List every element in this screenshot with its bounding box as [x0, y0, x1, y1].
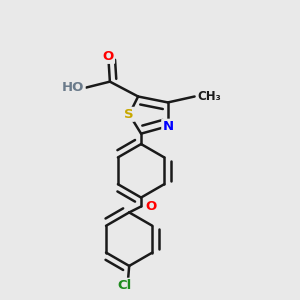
Text: O: O [103, 50, 114, 63]
Text: O: O [146, 200, 157, 213]
Text: HO: HO [62, 81, 85, 94]
Text: N: N [162, 120, 173, 133]
Text: Cl: Cl [118, 279, 132, 292]
Text: S: S [124, 108, 134, 121]
Text: CH₃: CH₃ [198, 90, 221, 103]
